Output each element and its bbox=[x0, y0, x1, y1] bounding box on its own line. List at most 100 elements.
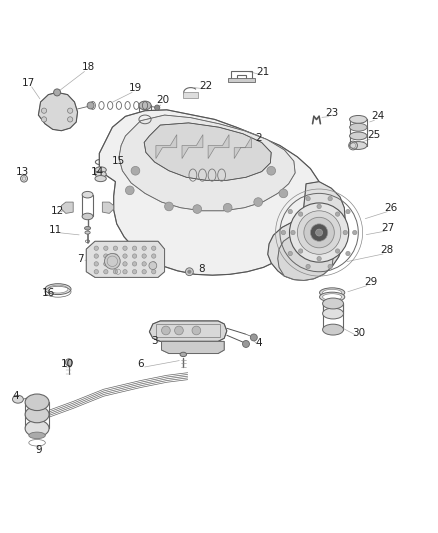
Ellipse shape bbox=[180, 352, 187, 357]
Circle shape bbox=[67, 117, 73, 122]
Circle shape bbox=[267, 166, 276, 175]
Text: 7: 7 bbox=[77, 254, 84, 264]
Circle shape bbox=[104, 246, 108, 251]
Ellipse shape bbox=[322, 298, 343, 309]
Circle shape bbox=[165, 202, 173, 211]
Text: 16: 16 bbox=[42, 288, 55, 298]
Circle shape bbox=[254, 198, 262, 206]
Polygon shape bbox=[268, 182, 345, 280]
Ellipse shape bbox=[82, 213, 93, 220]
Circle shape bbox=[193, 205, 201, 213]
Circle shape bbox=[142, 254, 146, 258]
Text: 29: 29 bbox=[364, 277, 377, 287]
Circle shape bbox=[291, 230, 295, 235]
Text: 20: 20 bbox=[157, 95, 170, 105]
Ellipse shape bbox=[85, 227, 91, 230]
Text: 9: 9 bbox=[35, 445, 42, 455]
Circle shape bbox=[152, 262, 156, 266]
Circle shape bbox=[317, 204, 321, 208]
Text: 12: 12 bbox=[50, 206, 64, 216]
Circle shape bbox=[142, 246, 146, 251]
Ellipse shape bbox=[45, 284, 71, 295]
Circle shape bbox=[346, 252, 350, 256]
Circle shape bbox=[123, 262, 127, 266]
Polygon shape bbox=[119, 115, 295, 211]
Text: 28: 28 bbox=[380, 245, 393, 255]
Ellipse shape bbox=[95, 175, 106, 182]
Circle shape bbox=[113, 262, 117, 266]
Ellipse shape bbox=[322, 324, 343, 335]
Circle shape bbox=[185, 268, 193, 276]
Bar bbox=[156, 324, 220, 337]
Text: 4: 4 bbox=[12, 391, 19, 401]
Circle shape bbox=[306, 264, 310, 269]
Ellipse shape bbox=[95, 171, 106, 177]
Ellipse shape bbox=[322, 289, 342, 296]
Circle shape bbox=[162, 326, 170, 335]
Bar bbox=[184, 92, 198, 98]
Circle shape bbox=[105, 254, 120, 269]
Ellipse shape bbox=[13, 395, 23, 403]
Text: 13: 13 bbox=[16, 167, 29, 176]
Ellipse shape bbox=[350, 142, 367, 149]
Circle shape bbox=[113, 246, 117, 251]
Ellipse shape bbox=[25, 420, 49, 437]
Circle shape bbox=[298, 212, 303, 216]
Circle shape bbox=[123, 270, 127, 274]
Ellipse shape bbox=[320, 288, 345, 297]
Text: 21: 21 bbox=[256, 67, 269, 77]
Ellipse shape bbox=[95, 167, 106, 173]
Circle shape bbox=[42, 117, 47, 122]
Text: 4: 4 bbox=[256, 338, 262, 348]
Polygon shape bbox=[182, 135, 203, 158]
Circle shape bbox=[316, 229, 322, 236]
Circle shape bbox=[346, 209, 350, 214]
Polygon shape bbox=[102, 202, 114, 213]
Circle shape bbox=[131, 166, 140, 175]
Circle shape bbox=[175, 326, 184, 335]
Polygon shape bbox=[234, 137, 252, 158]
Circle shape bbox=[123, 246, 127, 251]
Ellipse shape bbox=[320, 292, 345, 302]
Bar bbox=[228, 78, 254, 82]
Circle shape bbox=[152, 254, 156, 258]
Circle shape bbox=[67, 108, 73, 114]
Text: 14: 14 bbox=[91, 167, 104, 177]
Polygon shape bbox=[39, 92, 78, 131]
Polygon shape bbox=[278, 232, 333, 280]
Polygon shape bbox=[156, 135, 177, 158]
Circle shape bbox=[113, 254, 117, 258]
Circle shape bbox=[243, 341, 250, 348]
Circle shape bbox=[132, 270, 137, 274]
Circle shape bbox=[223, 204, 232, 212]
Ellipse shape bbox=[29, 432, 46, 439]
Polygon shape bbox=[99, 110, 322, 275]
Circle shape bbox=[87, 102, 94, 109]
Ellipse shape bbox=[139, 101, 151, 110]
Text: 11: 11 bbox=[49, 224, 63, 235]
Circle shape bbox=[142, 262, 146, 266]
Polygon shape bbox=[162, 341, 224, 353]
Circle shape bbox=[142, 270, 146, 274]
Ellipse shape bbox=[350, 116, 367, 123]
Circle shape bbox=[328, 197, 332, 201]
Circle shape bbox=[279, 189, 288, 198]
Circle shape bbox=[94, 254, 99, 258]
Text: 18: 18 bbox=[82, 62, 95, 72]
Text: 24: 24 bbox=[371, 111, 385, 122]
Circle shape bbox=[125, 186, 134, 195]
Polygon shape bbox=[144, 123, 271, 180]
Circle shape bbox=[123, 254, 127, 258]
Circle shape bbox=[132, 246, 137, 251]
Text: 15: 15 bbox=[112, 156, 126, 166]
Circle shape bbox=[298, 249, 303, 253]
Circle shape bbox=[328, 264, 332, 269]
Ellipse shape bbox=[25, 394, 49, 410]
Text: 26: 26 bbox=[384, 203, 398, 213]
Circle shape bbox=[152, 246, 156, 251]
Ellipse shape bbox=[322, 294, 342, 300]
Text: 2: 2 bbox=[256, 133, 262, 143]
Polygon shape bbox=[61, 202, 73, 213]
Circle shape bbox=[336, 212, 340, 216]
Circle shape bbox=[94, 246, 99, 251]
